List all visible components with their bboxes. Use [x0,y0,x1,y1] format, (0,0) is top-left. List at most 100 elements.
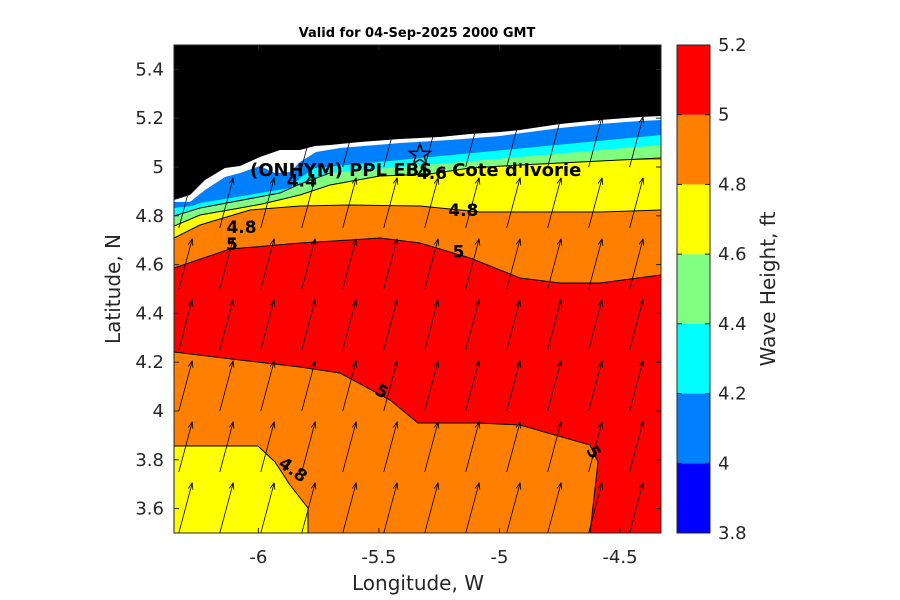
wave-arrow-head [232,238,235,246]
wave-arrow-head [273,299,276,307]
wave-arrow-head [273,482,276,490]
wave-arrow [588,177,603,229]
wave-arrow-head [351,421,357,428]
wave-arrow [629,177,644,229]
wave-arrow-head [310,360,316,367]
wave-arrow [260,360,275,412]
y-tick-label: 4.8 [135,206,164,227]
wave-arrow-head [478,482,481,490]
wave-arrow-head [556,238,562,245]
wave-arrow-head [355,177,358,185]
wave-arrow [588,482,603,533]
colorbar-segment [677,184,710,255]
wave-arrow-head [396,116,399,124]
wave-arrow [465,360,480,412]
wave-arrow-head [478,360,481,368]
wave-arrow-head [351,116,357,123]
x-tick-label: -5 [490,547,508,568]
contour-label: 5 [226,235,238,255]
wave-arrow-head [556,116,562,123]
wave-arrow-head [478,299,481,307]
wave-arrow [301,299,316,351]
colorbar-label: Wave Height, ft [756,212,780,367]
colorbar-segment [677,114,710,185]
wave-arrow [424,177,439,229]
y-tick-label: 3.8 [135,450,164,471]
colorbar-tick-label: 4.6 [718,244,747,265]
land-mass [174,45,661,200]
wave-arrow-head [314,421,317,429]
wave-arrow [178,177,193,229]
wave-arrow [178,299,193,351]
wave-arrow [178,421,193,473]
wave-arrow [219,482,234,533]
wave-arrow-head [560,299,563,307]
wave-arrow-head [310,482,316,489]
wave-arrow-head [392,238,398,245]
wave-arrow [342,177,357,229]
wave-arrow [342,360,357,412]
contour-label: 4.8 [448,201,478,221]
contour-4.4 [174,172,331,217]
wave-arrow-head [187,360,193,367]
y-tick-label: 5.4 [135,59,164,80]
wave-arrow [629,299,644,351]
wave-arrow-head [437,177,440,185]
wave-arrow-head [519,482,522,490]
station-star-icon [407,141,433,166]
wave-arrow [465,299,480,351]
wave-arrow [383,238,398,290]
wave-arrow-head [478,421,481,429]
wave-arrow-head [355,238,358,246]
wave-arrow-head [601,360,604,368]
wave-arrow [342,299,357,351]
wave-arrow [260,299,275,351]
wave-arrow-head [556,299,562,306]
wave-arrow-head [232,177,235,185]
wave-arrow-head [601,482,604,490]
contour-5.0-lower [174,351,599,533]
wave-arrow-head [519,177,522,185]
wave-arrow [424,360,439,412]
wave-arrow-head [515,421,521,428]
wave-arrow [465,421,480,473]
wave-arrow [547,299,562,351]
wave-arrow-head [314,360,317,368]
contour-label: 5 [453,242,465,262]
wave-arrow-head [396,299,399,307]
wave-arrow [178,482,193,533]
y-tick-label: 4.4 [135,303,164,324]
wave-arrow-head [191,177,194,185]
wave-arrow-head [519,238,522,246]
wave-arrow-head [556,421,562,428]
wave-arrow-head [187,421,193,428]
wave-arrow-head [228,421,234,428]
wave-arrow-head [638,116,644,123]
wave-arrow [219,299,234,351]
wave-arrow-head [515,238,521,245]
wave-arrow [588,299,603,351]
wave-arrow [260,482,275,533]
wave-arrow-head [556,360,562,367]
wave-arrow-head [437,238,440,246]
colorbar-tick-label: 4.4 [718,314,747,335]
wave-arrow-head [273,360,276,368]
wave-arrow [506,482,521,533]
wave-arrow-head [187,299,193,306]
wave-arrow-head [519,116,522,124]
x-tick-label: -5.5 [361,547,396,568]
wave-arrow [629,238,644,290]
wave-arrow-head [314,116,317,124]
wave-arrow-head [187,482,193,489]
contour-label: 4.6 [417,164,447,184]
wave-arrow-head [351,238,357,245]
wave-arrow-head [269,360,275,367]
wave-arrow-head [638,421,644,428]
wave-arrow-head [396,421,399,429]
wave-arrow [424,238,439,290]
x-tick-label: -4.5 [602,547,637,568]
wave-arrow-head [597,421,603,428]
wave-arrow [342,421,357,473]
colorbar-segment [677,45,710,115]
wave-arrow-head [474,116,480,123]
